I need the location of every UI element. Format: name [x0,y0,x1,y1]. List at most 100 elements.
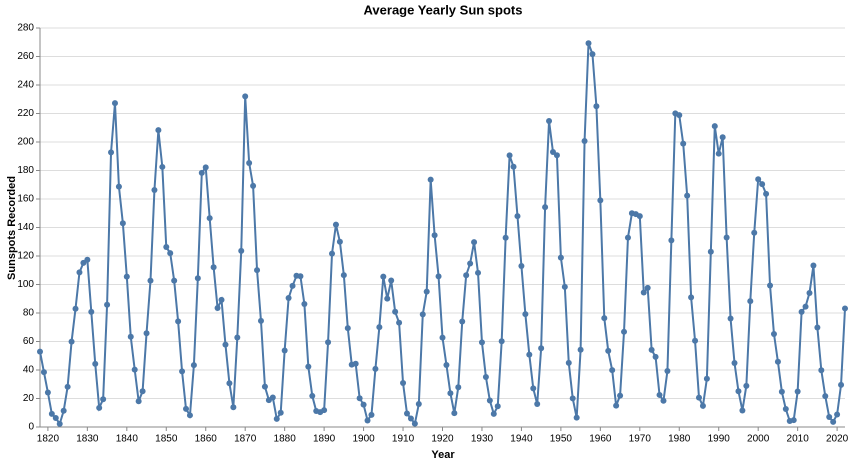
point [621,328,628,335]
point [467,260,474,267]
x-tick-label: 1920 [431,434,454,445]
point [605,347,612,354]
point [238,247,245,254]
point [664,367,671,374]
point [186,412,193,419]
point [285,295,292,302]
point [755,176,762,183]
y-tick-label: 80 [23,308,35,319]
point [100,396,107,403]
point [407,415,414,422]
point [329,250,336,257]
x-tick-label: 1990 [708,434,731,445]
point [396,319,403,326]
point [88,308,95,315]
point [573,414,580,421]
point [246,159,253,166]
point [569,395,576,402]
point [707,248,714,255]
point [640,289,647,296]
point [731,360,738,367]
point [419,311,426,318]
point [147,277,154,284]
point [490,410,497,417]
point [711,123,718,130]
y-tick-label: 240 [17,80,34,91]
point [770,330,777,337]
point [226,380,233,387]
point [72,305,79,312]
point [376,324,383,331]
y-tick-label: 220 [17,108,34,119]
point [309,392,316,399]
point [250,182,257,189]
point [344,325,351,332]
point [254,267,261,274]
point [368,411,375,418]
point [163,244,170,251]
point [546,118,553,125]
point [648,346,655,353]
point [459,318,466,325]
y-tick-label: 60 [23,336,35,347]
point [115,183,122,190]
point [104,301,111,308]
point [644,284,651,291]
point [281,347,288,354]
point [447,390,454,397]
y-tick-label: 20 [23,393,35,404]
point [778,388,785,395]
x-tick-label: 2010 [787,434,810,445]
point [498,338,505,345]
point [37,348,43,355]
point [763,190,770,197]
point [597,197,604,204]
point [695,394,702,401]
point [234,334,241,341]
point [759,181,766,188]
x-axis-label: Year [431,449,455,461]
x-tick-label: 2000 [747,434,770,445]
point [403,410,410,417]
point [127,333,134,340]
point [332,221,339,228]
point [218,296,225,303]
point [530,385,537,392]
x-tick-label: 1860 [195,434,218,445]
point [273,415,280,422]
point [356,395,363,402]
point [676,112,683,119]
line [39,42,846,427]
y-tick-label: 140 [17,222,34,233]
point [743,382,750,389]
point [534,401,541,408]
point [352,360,359,367]
point [494,403,501,410]
point [451,410,458,417]
point [68,338,75,345]
point [56,420,63,427]
point [435,273,442,280]
point [214,305,221,312]
point [486,397,493,404]
point [715,150,722,157]
point [798,308,805,315]
point [767,282,774,289]
x-tick-label: 2020 [826,434,849,445]
point [194,275,201,282]
point [431,232,438,239]
point [656,391,663,398]
y-tick-label: 280 [17,23,34,34]
point [613,402,620,409]
y-tick-label: 260 [17,51,34,62]
point [427,176,434,183]
point [261,383,268,390]
point [206,215,213,222]
point [522,311,529,318]
point [838,381,845,388]
point [502,234,509,241]
point [52,415,59,422]
point [384,295,391,302]
point [506,152,513,159]
